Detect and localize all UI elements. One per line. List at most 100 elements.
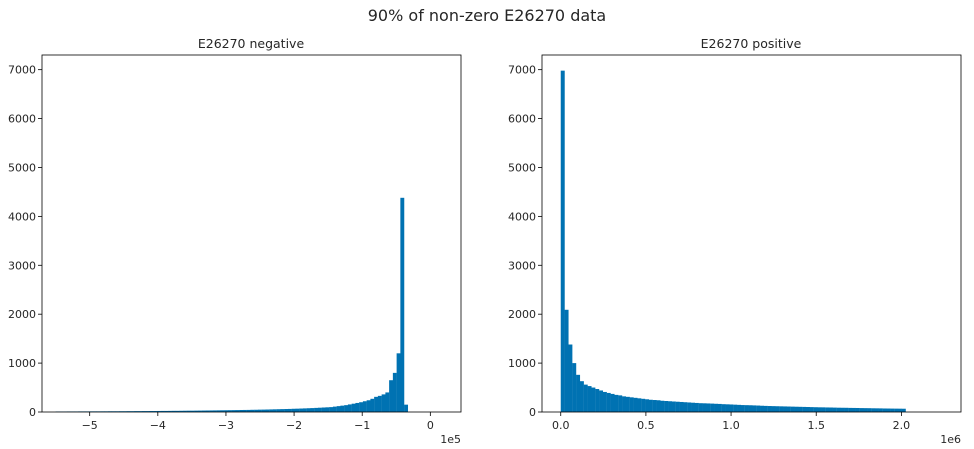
chart-positive-y-tick-label: 7000 xyxy=(508,64,536,77)
chart-positive-bar xyxy=(675,401,680,412)
chart-negative-bar xyxy=(359,402,364,412)
chart-negative-x-tick-label: −4 xyxy=(150,419,166,432)
chart-positive-y-tick-label: 3000 xyxy=(508,259,536,272)
chart-negative-bar xyxy=(351,403,356,412)
chart-negative-bar xyxy=(228,410,232,412)
chart-positive-bar xyxy=(729,404,734,412)
chart-negative-bar xyxy=(141,411,146,412)
chart-positive-bar xyxy=(836,407,841,412)
chart-positive-bar xyxy=(851,407,856,412)
chart-negative-y-tick-label: 1000 xyxy=(8,357,36,370)
chart-negative-bar xyxy=(302,408,307,412)
chart-negative-bar xyxy=(362,401,367,412)
chart-negative-bar xyxy=(332,406,337,412)
chart-negative-bar xyxy=(164,410,169,412)
chart-positive-bar xyxy=(606,392,611,412)
chart-negative-bar xyxy=(156,410,161,412)
chart-positive-bar xyxy=(652,400,657,412)
chart-positive-bar xyxy=(901,408,906,412)
chart-positive-bar xyxy=(629,397,634,412)
chart-positive-bar xyxy=(882,408,887,412)
chart-positive-title: E26270 positive xyxy=(701,36,802,51)
chart-positive-bar xyxy=(786,406,791,412)
chart-positive-bar xyxy=(633,397,638,412)
chart-positive-bar xyxy=(587,386,592,412)
chart-positive-y-tick-label: 1000 xyxy=(508,357,536,370)
chart-positive-bar xyxy=(771,406,776,412)
chart-positive-bar xyxy=(641,398,646,412)
chart-negative-bar xyxy=(126,411,131,412)
chart-negative-bar xyxy=(287,408,292,412)
chart-positive-bar xyxy=(602,391,607,412)
chart-negative-bar xyxy=(160,410,165,412)
chart-positive-bar xyxy=(890,408,895,412)
chart-positive-x-tick-label: 1.5 xyxy=(807,419,825,432)
chart-negative-bar xyxy=(385,392,390,412)
chart-negative-bar xyxy=(366,400,371,412)
chart-positive-bar xyxy=(767,406,772,412)
chart-negative-bar xyxy=(272,409,277,412)
chart-negative-bar xyxy=(306,408,311,412)
chart-positive-bar xyxy=(591,387,596,412)
chart-positive-bar xyxy=(809,407,814,412)
chart-positive-bar xyxy=(733,404,738,412)
chart-positive-y-tick-label: 4000 xyxy=(508,210,536,223)
chart-positive-bar xyxy=(760,405,764,412)
chart-negative-bar xyxy=(295,408,300,412)
chart-positive-bar xyxy=(583,384,588,412)
chart-positive-bar xyxy=(645,399,650,412)
chart-positive-bar xyxy=(595,389,600,412)
chart-positive-bar xyxy=(614,394,619,412)
chart-negative-bar xyxy=(149,411,154,412)
chart-negative-bar xyxy=(246,409,251,412)
chart-negative-bar xyxy=(400,197,405,412)
chart-negative-bar xyxy=(231,410,236,412)
chart-negative-bar xyxy=(392,372,397,412)
chart-positive-bar xyxy=(576,374,581,412)
chart-positive-bar xyxy=(737,404,741,412)
chart-negative-title: E26270 negative xyxy=(198,36,305,51)
chart-negative-bar xyxy=(396,353,401,412)
chart-positive-bar xyxy=(714,403,719,412)
chart-negative-bar xyxy=(179,410,184,412)
chart-negative-bar xyxy=(201,410,206,412)
chart-positive-offset-text: 1e6 xyxy=(940,433,961,446)
chart-positive-bar xyxy=(568,344,573,412)
chart-positive-frame xyxy=(541,54,962,413)
chart-positive-bar xyxy=(840,407,845,412)
chart-negative-bar xyxy=(242,409,247,412)
chart-negative-bar xyxy=(381,394,386,412)
chart-negative-bar xyxy=(220,410,225,412)
chart-positive-bar xyxy=(894,408,899,412)
chart-negative-bar xyxy=(186,410,191,412)
chart-positive-bar xyxy=(886,408,891,412)
chart-negative-x-tick-label: −5 xyxy=(82,419,98,432)
chart-negative-bar xyxy=(377,395,382,412)
chart-positive-bar xyxy=(802,406,807,412)
chart-positive-bar xyxy=(813,407,818,412)
chart-positive-x-tick-label: 1.0 xyxy=(722,419,740,432)
chart-positive-bar xyxy=(691,402,696,412)
chart-positive-bar xyxy=(683,402,688,412)
chart-positive-y-tick-label: 2000 xyxy=(508,308,536,321)
chart-positive-bar xyxy=(806,407,810,412)
chart-positive-bar xyxy=(637,398,642,412)
chart-positive-x-tick-label: 0.0 xyxy=(552,419,570,432)
chart-positive-bar xyxy=(855,407,860,412)
chart-positive-bar xyxy=(871,408,876,412)
chart-negative-bar xyxy=(284,409,289,412)
chart-positive-bars xyxy=(560,70,906,413)
chart-negative-bar xyxy=(374,396,379,412)
chart-positive-bar xyxy=(744,405,749,412)
chart-positive-bar xyxy=(756,405,761,412)
chart-positive-bar xyxy=(748,405,753,412)
chart-negative-bar xyxy=(265,409,270,412)
chart-positive-bar xyxy=(779,406,784,412)
chart-positive-bar xyxy=(625,396,630,412)
chart-positive-bar xyxy=(897,408,902,412)
chart-negative-bar xyxy=(213,410,217,412)
chart-positive-x-tick-label: 0.5 xyxy=(637,419,655,432)
chart-positive-bar xyxy=(706,403,711,412)
chart-positive-bar xyxy=(564,309,569,412)
